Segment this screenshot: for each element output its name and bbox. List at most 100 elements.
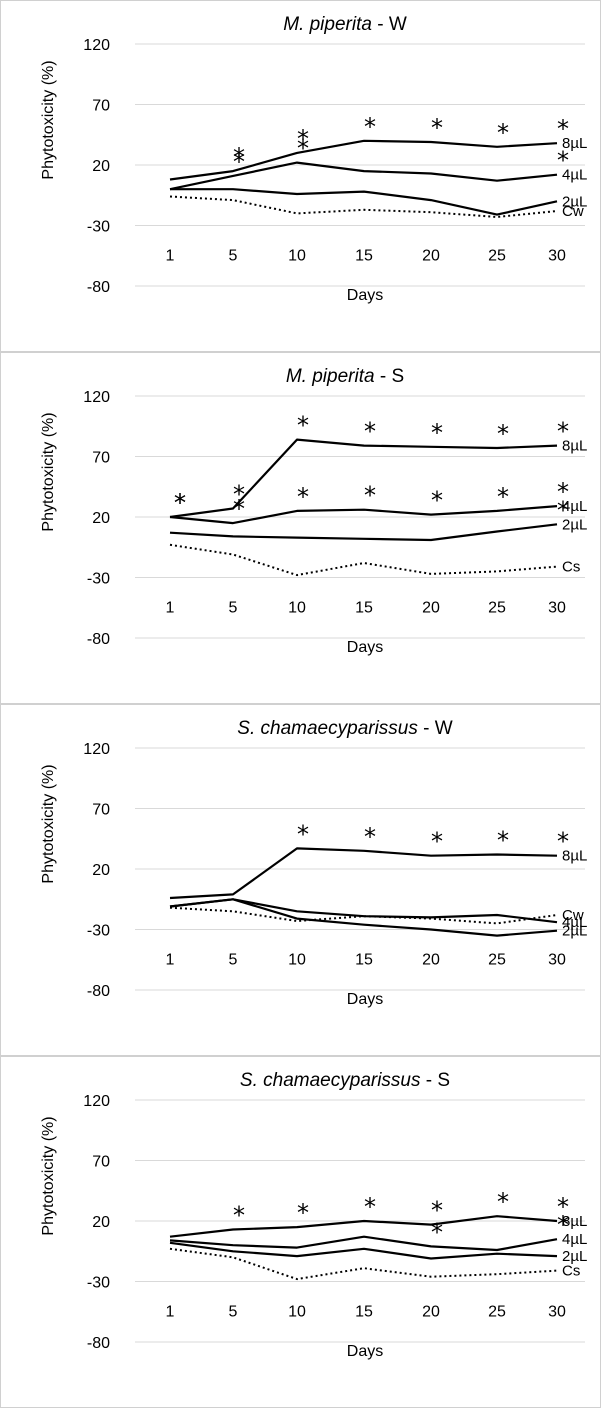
series-line-4l <box>169 1235 558 1252</box>
significance-marker: * <box>364 482 376 510</box>
y-axis-label: Phytotoxicity (%) <box>40 412 57 531</box>
significance-marker: * <box>297 820 309 848</box>
x-tick-label: 10 <box>288 952 306 969</box>
x-tick-label: 20 <box>422 1304 440 1321</box>
x-tick-label: 10 <box>288 600 306 617</box>
x-tick-label: 1 <box>166 952 175 969</box>
y-tick-label: -80 <box>87 1335 110 1352</box>
significance-marker: * <box>233 495 245 523</box>
significance-marker: * <box>364 113 376 141</box>
significance-marker: * <box>233 1201 245 1229</box>
significance-marker: * <box>431 1218 443 1246</box>
x-tick-label: 10 <box>288 1304 306 1321</box>
x-tick-label: 10 <box>288 248 306 265</box>
significance-marker: * <box>497 483 509 511</box>
significance-marker: * <box>233 148 245 176</box>
x-tick-label: 1 <box>166 1304 175 1321</box>
y-tick-label: 20 <box>92 862 110 879</box>
chart-panel-3: 120 70 20 -30 -80 1 5 10 15 20 25 30 Days Phytotoxici… <box>0 704 605 1056</box>
series-label: Cw <box>562 907 584 924</box>
y-tick-label: 120 <box>83 741 110 758</box>
significance-marker: * <box>557 1211 569 1239</box>
significance-marker: * <box>233 143 245 171</box>
series-label: 8µL <box>562 1213 587 1230</box>
series-line-cw <box>169 195 558 218</box>
x-axis-label: Days <box>347 639 383 656</box>
chart-frame <box>0 352 601 704</box>
series-line-4l <box>169 505 558 525</box>
series-label: 4µL <box>562 167 587 184</box>
x-axis-label: Days <box>347 991 383 1008</box>
series-label: 4µL <box>562 498 587 515</box>
x-tick-label: 20 <box>422 600 440 617</box>
series-line-4l <box>169 161 558 191</box>
x-tick-label: 5 <box>229 248 238 265</box>
series-line-2l <box>169 898 558 937</box>
y-tick-label: 120 <box>83 37 110 54</box>
x-tick-label: 1 <box>166 600 175 617</box>
x-tick-label: 1 <box>166 248 175 265</box>
significance-marker: * <box>557 828 569 856</box>
y-tick-label: 70 <box>92 98 110 115</box>
y-tick-label: 20 <box>92 1214 110 1231</box>
y-tick-label: -80 <box>87 279 110 296</box>
significance-marker: * <box>557 1193 569 1221</box>
y-tick-label: 70 <box>92 450 110 467</box>
significance-marker: * <box>431 114 443 142</box>
y-tick-label: -30 <box>87 1275 110 1292</box>
significance-marker: * <box>497 420 509 448</box>
significance-marker: * <box>557 418 569 446</box>
chart-title: S. chamaecyparissus - W <box>237 718 452 739</box>
significance-marker: * <box>297 125 309 153</box>
significance-marker: * <box>174 489 186 517</box>
chart-frame <box>0 0 601 352</box>
x-tick-label: 15 <box>355 248 373 265</box>
y-tick-label: -30 <box>87 571 110 588</box>
y-tick-label: -80 <box>87 983 110 1000</box>
y-axis-label: Phytotoxicity (%) <box>40 1116 57 1235</box>
chart-frame <box>0 704 601 1056</box>
x-axis-label: Days <box>347 287 383 304</box>
y-tick-label: -80 <box>87 631 110 648</box>
x-tick-label: 30 <box>548 1304 566 1321</box>
chart-title: M. piperita - W <box>283 14 407 35</box>
x-tick-label: 5 <box>229 600 238 617</box>
series-label: Cs <box>562 1263 580 1280</box>
significance-marker: * <box>557 496 569 524</box>
y-tick-label: 20 <box>92 510 110 527</box>
y-tick-label: -30 <box>87 219 110 236</box>
significance-marker: * <box>297 1199 309 1227</box>
significance-marker: * <box>431 487 443 515</box>
y-tick-label: 120 <box>83 1093 110 1110</box>
series-line-8l <box>169 438 558 519</box>
series-label: 4µL <box>562 914 587 931</box>
significance-marker: * <box>233 481 245 509</box>
y-tick-label: 70 <box>92 802 110 819</box>
significance-marker: * <box>497 1188 509 1216</box>
significance-marker: * <box>297 135 309 163</box>
significance-marker: * <box>297 412 309 440</box>
x-axis-label: Days <box>347 1343 383 1360</box>
significance-marker: * <box>431 828 443 856</box>
series-label: 8µL <box>562 135 587 152</box>
series-label: Cs <box>562 559 580 576</box>
x-tick-label: 20 <box>422 952 440 969</box>
series-label: 8µL <box>562 848 587 865</box>
x-tick-label: 20 <box>422 248 440 265</box>
significance-marker: * <box>364 1193 376 1221</box>
chart-title: M. piperita - S <box>286 366 404 387</box>
series-label: 2µL <box>562 193 587 210</box>
significance-marker: * <box>364 823 376 851</box>
x-tick-label: 30 <box>548 248 566 265</box>
series-label: 2µL <box>562 923 587 940</box>
x-tick-label: 15 <box>355 1304 373 1321</box>
chart-title: S. chamaecyparissus - S <box>240 1070 450 1091</box>
series-line-8l <box>169 847 558 900</box>
series-label: 2µL <box>562 516 587 533</box>
y-tick-label: -30 <box>87 923 110 940</box>
chart-frame <box>0 1056 601 1408</box>
chart-panel-1: 120 70 20 -30 -80 1 5 10 15 20 25 30 Days Phytotoxici… <box>0 0 605 352</box>
series-line-2l <box>170 188 558 216</box>
